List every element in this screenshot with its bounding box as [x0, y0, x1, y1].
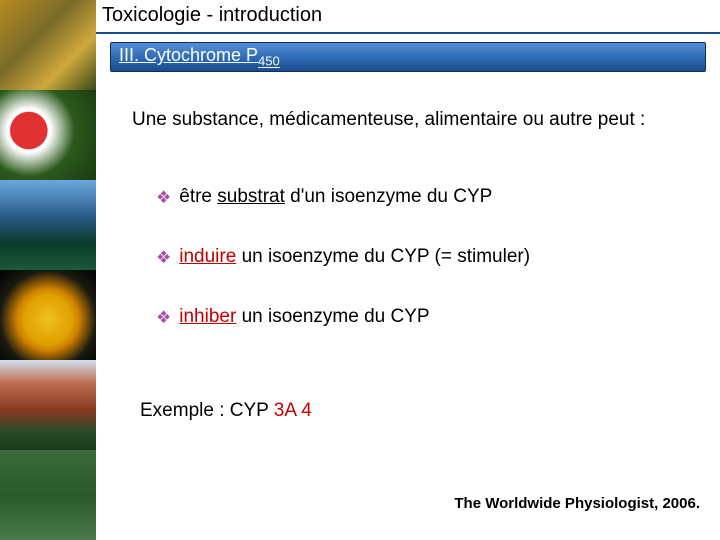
bullet-keyword: substrat	[217, 186, 285, 207]
diamond-bullet-icon: ❖	[156, 249, 171, 266]
page-title: Toxicologie - introduction	[102, 4, 322, 27]
example-line: Exemple : CYP 3A 4	[140, 400, 312, 422]
bullet-post: un isoenzyme du CYP (= stimuler)	[236, 246, 530, 267]
bullet-item: ❖ induire un isoenzyme du CYP (= stimule…	[156, 246, 696, 268]
sidebar-image-3	[0, 180, 96, 270]
bullet-post: un isoenzyme du CYP	[236, 306, 429, 327]
sidebar-image-6	[0, 450, 96, 540]
diamond-bullet-icon: ❖	[156, 309, 171, 326]
intro-text: Une substance, médicamenteuse, alimentai…	[132, 108, 692, 132]
bullet-post: d'un isoenzyme du CYP	[285, 186, 492, 207]
example-pre: Exemple : CYP	[140, 400, 274, 421]
bullet-pre: être	[179, 186, 217, 207]
section-heading-bar: III. Cytochrome P450	[110, 42, 706, 72]
image-sidebar	[0, 0, 96, 540]
bullet-item: ❖ être substrat d'un isoenzyme du CYP	[156, 186, 696, 208]
bullet-keyword: induire	[179, 246, 236, 267]
example-emphasis: 3A 4	[274, 400, 312, 421]
sidebar-image-2	[0, 90, 96, 180]
bullet-item: ❖ inhiber un isoenzyme du CYP	[156, 306, 696, 328]
bullet-text: être substrat d'un isoenzyme du CYP	[179, 186, 492, 208]
section-title: III. Cytochrome P450	[119, 45, 280, 69]
slide: Toxicologie - introduction III. Cytochro…	[0, 0, 720, 540]
content-area: Toxicologie - introduction III. Cytochro…	[96, 0, 720, 540]
sidebar-image-1	[0, 0, 96, 90]
section-title-subscript: 450	[258, 54, 280, 69]
diamond-bullet-icon: ❖	[156, 189, 171, 206]
bullet-text: induire un isoenzyme du CYP (= stimuler)	[179, 246, 530, 268]
section-title-text: III. Cytochrome P	[119, 45, 258, 65]
title-underline	[96, 32, 720, 34]
sidebar-image-4	[0, 270, 96, 360]
footer-credit: The Worldwide Physiologist, 2006.	[454, 495, 700, 512]
sidebar-image-5	[0, 360, 96, 450]
bullet-text: inhiber un isoenzyme du CYP	[179, 306, 429, 328]
bullet-keyword: inhiber	[179, 306, 236, 327]
bullet-list: ❖ être substrat d'un isoenzyme du CYP ❖ …	[156, 186, 696, 366]
